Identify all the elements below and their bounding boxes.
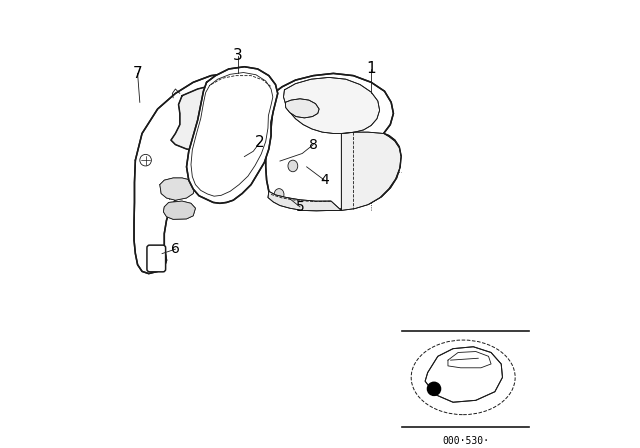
Polygon shape <box>266 73 401 210</box>
FancyBboxPatch shape <box>147 245 166 272</box>
Polygon shape <box>270 187 288 202</box>
Ellipse shape <box>274 189 284 200</box>
Polygon shape <box>284 78 380 134</box>
Ellipse shape <box>288 160 298 172</box>
Polygon shape <box>284 158 301 174</box>
Polygon shape <box>171 85 278 151</box>
Text: 3: 3 <box>233 48 243 63</box>
Polygon shape <box>228 130 246 146</box>
Polygon shape <box>196 121 217 138</box>
Polygon shape <box>341 132 401 211</box>
Text: 5: 5 <box>296 200 305 214</box>
Text: 1: 1 <box>366 61 376 77</box>
Text: 8: 8 <box>309 138 318 151</box>
Polygon shape <box>268 191 341 211</box>
Polygon shape <box>134 73 289 274</box>
Polygon shape <box>425 347 502 402</box>
Polygon shape <box>186 67 278 203</box>
Polygon shape <box>160 178 195 200</box>
Text: 7: 7 <box>132 66 143 81</box>
Polygon shape <box>285 99 319 118</box>
Text: 2: 2 <box>255 135 265 150</box>
Polygon shape <box>163 201 195 220</box>
Text: 4: 4 <box>320 173 329 187</box>
Ellipse shape <box>201 122 212 136</box>
Text: 6: 6 <box>171 242 180 256</box>
Ellipse shape <box>232 131 243 145</box>
Polygon shape <box>252 120 273 140</box>
Circle shape <box>428 382 440 396</box>
Text: 000·530·: 000·530· <box>442 436 489 446</box>
Ellipse shape <box>411 340 515 415</box>
Ellipse shape <box>257 122 269 136</box>
